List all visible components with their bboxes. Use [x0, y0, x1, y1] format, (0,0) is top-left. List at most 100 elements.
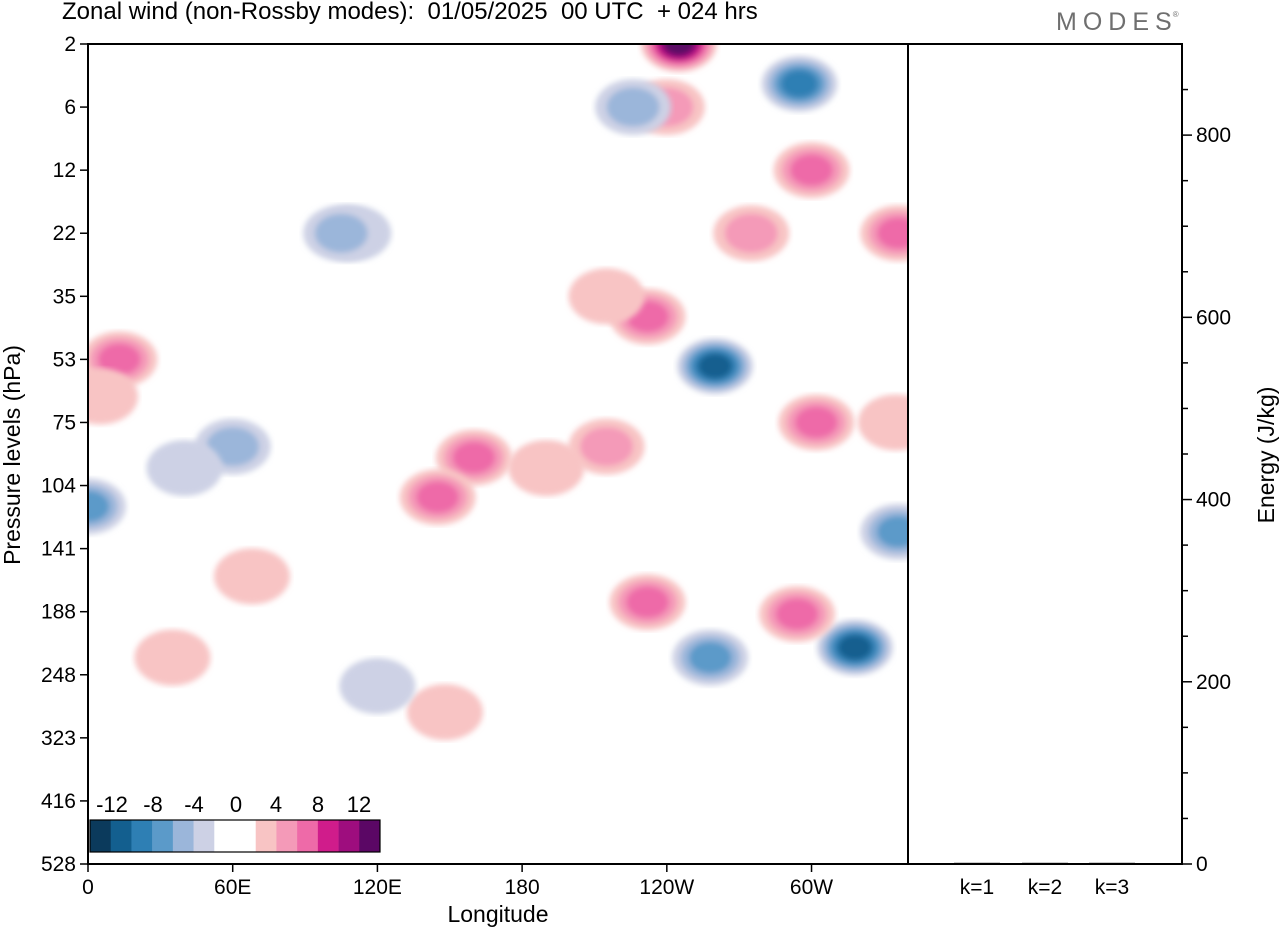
energy-category-label: k=3 [1095, 876, 1129, 899]
y-tick-label: 53 [53, 348, 76, 371]
colorbar-swatch [297, 820, 319, 852]
contour-level [206, 427, 260, 467]
contour-level [781, 70, 818, 98]
colorbar-swatch [338, 820, 360, 852]
wind-anomaly-cell [146, 440, 223, 497]
energy-bar [1089, 862, 1135, 864]
colorbar-swatch [172, 820, 194, 852]
wind-anomaly-cell [134, 629, 211, 686]
contour-level [698, 353, 732, 379]
colorbar-swatch [214, 820, 236, 852]
registered-mark-icon: ® [1172, 10, 1179, 19]
colorbar-swatch [110, 820, 132, 852]
y-tick-label: 2 [64, 33, 76, 56]
colorbar-label: 12 [347, 792, 371, 817]
colorbar-swatch [317, 820, 339, 852]
contour-level [452, 441, 496, 474]
contour-level [626, 586, 669, 618]
colorbar-label: 0 [230, 792, 242, 817]
colorbar-swatch [131, 820, 153, 852]
wind-anomaly-cell [860, 205, 908, 262]
contour-level [838, 635, 872, 660]
y-axis-label: Pressure levels (hPa) [0, 345, 25, 565]
y-tick-label: 323 [41, 727, 76, 750]
energy-category-label: k=1 [960, 876, 994, 899]
wind-anomaly-cell [773, 142, 850, 199]
axes: 0 60E 120E 180 120W 60W Longitude 2 6 12 22 35 53 75 1… [0, 33, 833, 927]
wind-anomaly-cell [816, 619, 893, 676]
wind-anomaly-cell [778, 394, 855, 451]
contour-level [568, 268, 645, 325]
contour-level [339, 658, 416, 715]
contour-level [795, 406, 838, 439]
wind-anomaly-cell [214, 548, 290, 605]
wind-anomaly-cell [609, 574, 686, 631]
wind-anomaly-cell [406, 684, 483, 741]
energy-bar [1022, 862, 1068, 864]
contour-level [98, 343, 141, 376]
contour-level [877, 217, 908, 250]
contour-level [508, 440, 585, 497]
y-tick-label: 416 [41, 790, 76, 813]
heatmap-field [88, 44, 908, 741]
contour-level [314, 213, 368, 253]
energy-category-label: k=2 [1028, 876, 1062, 899]
y-tick-label: 35 [53, 285, 76, 308]
y-tick-label: 75 [53, 411, 76, 434]
energy-tick-label: 400 [1196, 489, 1231, 512]
energy-tick-label: 0 [1196, 853, 1208, 876]
contour-level [857, 394, 908, 451]
x-axis-label: Longitude [447, 901, 548, 927]
contour-level [790, 154, 833, 186]
contour-level [406, 684, 483, 741]
contour-level [134, 629, 211, 686]
brand-name: MODES [1056, 8, 1178, 36]
x-tick-label: 180 [505, 876, 540, 899]
y-tick-label: 528 [41, 853, 76, 876]
wind-anomaly-cell [303, 205, 380, 262]
y-tick-label: 12 [53, 159, 76, 182]
x-tick-label: 120W [639, 876, 694, 899]
y-tick-label: 141 [41, 538, 76, 561]
colorbar-label: -8 [143, 792, 163, 817]
modes-logo: MODES® [1056, 8, 1184, 37]
wind-anomaly-cell [595, 79, 672, 136]
contour-level [724, 213, 778, 253]
wind-anomaly-cell [508, 440, 585, 497]
wind-anomaly-cell [860, 503, 908, 560]
wind-anomaly-cell [672, 629, 749, 686]
y-tick-label: 104 [41, 475, 76, 498]
energy-tick-label: 200 [1196, 671, 1231, 694]
chart-title: Zonal wind (non-Rossby modes): 01/05/202… [62, 0, 758, 25]
contour-level [877, 516, 908, 548]
contour-level [775, 598, 819, 630]
contour-level [88, 368, 139, 425]
colorbar-frame [89, 819, 381, 853]
colorbar-swatch [255, 820, 277, 852]
y-tick-label: 22 [53, 222, 76, 245]
colorbar-label: -4 [184, 792, 204, 817]
y-tick-label: 188 [41, 601, 76, 624]
wind-anomaly-cell [677, 338, 754, 395]
energy-tick-label: 800 [1196, 124, 1231, 147]
energy-panel-frame [907, 43, 1183, 865]
energy-axis-label: Energy (J/kg) [1253, 387, 1279, 524]
colorbar: -12 -8 -4 0 4 8 12 [89, 792, 381, 853]
wind-anomaly-cell [640, 44, 717, 72]
wind-anomaly-cell [857, 394, 908, 451]
y-tick-label: 6 [64, 96, 76, 119]
contour-level [416, 481, 460, 513]
wind-anomaly-cell [761, 55, 838, 112]
colorbar-label: 8 [312, 792, 324, 817]
colorbar-swatch [276, 820, 298, 852]
wind-anomaly-cell [88, 368, 139, 425]
colorbar-swatch [152, 820, 174, 852]
colorbar-swatch [193, 820, 215, 852]
wind-anomaly-cell [88, 478, 126, 535]
contour-level [88, 490, 110, 523]
y-tick-label: 248 [41, 664, 76, 687]
colorbar-swatch [359, 820, 381, 852]
x-tick-label: 0 [82, 876, 94, 899]
wind-anomaly-cell [568, 268, 645, 325]
